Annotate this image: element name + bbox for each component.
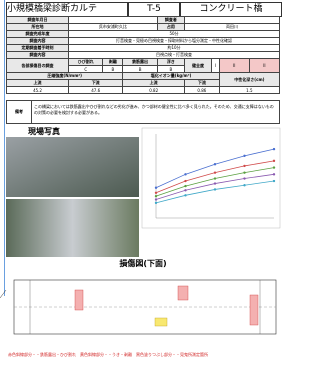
point bbox=[273, 166, 275, 168]
point bbox=[184, 194, 186, 196]
damage-area bbox=[250, 295, 258, 325]
point bbox=[273, 180, 275, 182]
point bbox=[155, 187, 157, 189]
damage-area bbox=[75, 290, 83, 310]
chart-frame bbox=[142, 128, 280, 228]
drawing: 損傷図(下面) bbox=[0, 0, 286, 365]
damage-area bbox=[155, 318, 167, 326]
point bbox=[273, 148, 275, 150]
point bbox=[155, 195, 157, 197]
point bbox=[273, 160, 275, 162]
point bbox=[243, 177, 245, 179]
point bbox=[273, 173, 275, 175]
legend: 赤色斜線部分・・鉄筋露出・ひび割れ 黄色斜線部分・・うき・剥離 黒色塗りつぶし部… bbox=[8, 352, 208, 358]
point bbox=[214, 163, 216, 165]
point bbox=[243, 171, 245, 173]
point bbox=[155, 198, 157, 200]
point bbox=[243, 155, 245, 157]
pointer bbox=[0, 290, 6, 298]
point bbox=[214, 182, 216, 184]
point bbox=[184, 185, 186, 187]
point bbox=[155, 202, 157, 204]
photo bbox=[6, 199, 139, 257]
point bbox=[184, 180, 186, 182]
point bbox=[214, 177, 216, 179]
damage-title: 損傷図(下面) bbox=[119, 258, 166, 268]
point bbox=[214, 171, 216, 173]
point bbox=[214, 188, 216, 190]
damage-area bbox=[178, 286, 188, 300]
point bbox=[155, 192, 157, 194]
point bbox=[243, 184, 245, 186]
point bbox=[184, 173, 186, 175]
photo bbox=[6, 137, 139, 197]
point bbox=[184, 189, 186, 191]
page: 小規模橋梁診断カルテ T-5 コンクリート橋 調査年月日調査者 所在地呉市安浦町… bbox=[0, 0, 286, 365]
point bbox=[243, 165, 245, 167]
